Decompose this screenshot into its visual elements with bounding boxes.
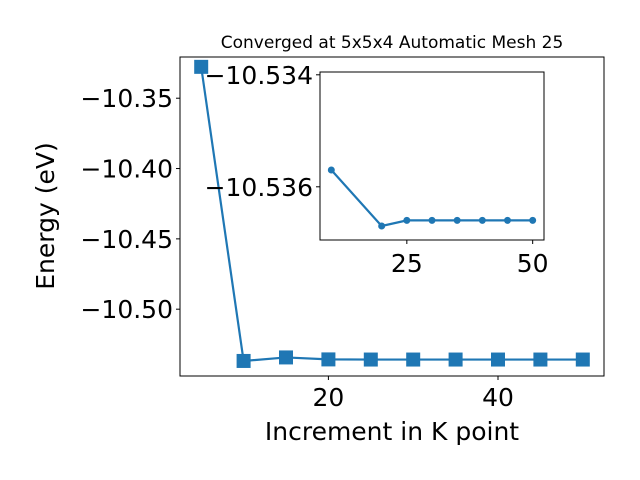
inset-data-point (403, 216, 411, 224)
main-data-point (194, 59, 209, 74)
inset-data-point (504, 216, 512, 224)
inset-x-tick-label: 50 (517, 249, 549, 278)
inset-plot-area: 25 50 −10.536 −10.534 (205, 61, 549, 278)
x-axis-label: Increment in K point (265, 417, 519, 446)
inset-data-point (327, 166, 335, 174)
inset-data-point (428, 216, 436, 224)
main-data-point (236, 353, 251, 368)
inset-y-tick-label: −10.536 (205, 173, 313, 202)
main-data-point (448, 352, 463, 367)
main-y-tick-label: −10.50 (80, 295, 173, 324)
main-x-tick-label: 40 (482, 383, 514, 412)
main-y-tick-label: −10.35 (80, 84, 173, 113)
inset-data-point (478, 216, 486, 224)
inset-series-line (330, 169, 533, 228)
inset-axes-frame (319, 71, 545, 241)
main-y-tick-label: −10.40 (80, 155, 173, 184)
main-series-line (200, 66, 583, 363)
chart-title: Converged at 5x5x4 Automatic Mesh 25 (221, 33, 564, 53)
inset-background (320, 72, 544, 240)
main-data-point (575, 352, 590, 367)
inset-y-tick-label: −10.534 (205, 61, 313, 90)
inset-data-point (378, 222, 386, 230)
main-data-point (533, 352, 548, 367)
main-data-point (279, 350, 293, 365)
main-data-point (363, 352, 378, 367)
main-y-tick-label: −10.45 (80, 225, 173, 254)
inset-data-point (529, 216, 537, 224)
main-data-point (321, 352, 336, 367)
main-data-point (491, 352, 505, 367)
main-axes-frame (179, 56, 605, 377)
inset-data-point (453, 216, 461, 224)
inset-axes: 25 50 −10.536 −10.534 (205, 61, 549, 278)
y-axis-label: Energy (eV) (31, 142, 60, 289)
main-plot-area: 20 40 −10.35 −10.40 −10.45 −10.50 (80, 59, 590, 412)
main-x-tick-label: 20 (312, 383, 344, 412)
main-axes: Converged at 5x5x4 Automatic Mesh 25 20 4… (31, 33, 605, 446)
main-data-point (406, 352, 421, 367)
inset-x-tick-label: 25 (391, 249, 423, 278)
